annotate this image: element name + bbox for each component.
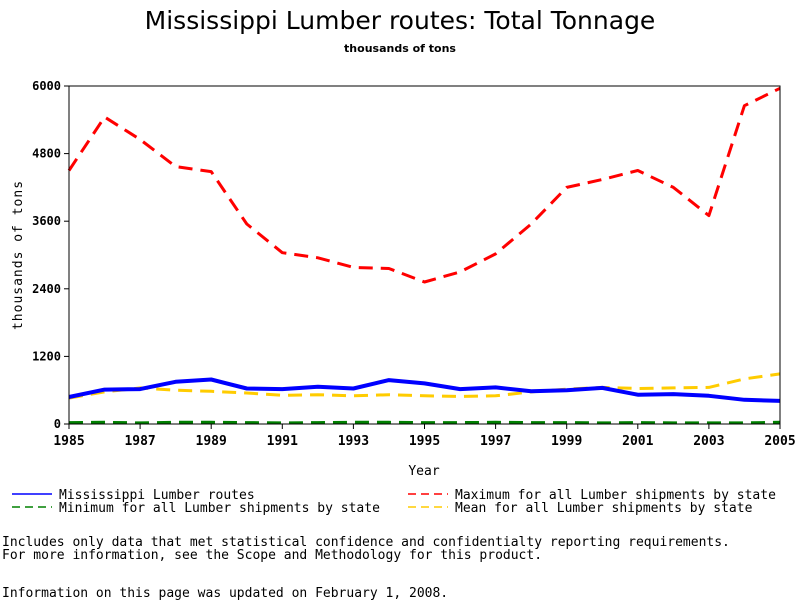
chart-title: Mississippi Lumber routes: Total Tonnage bbox=[144, 6, 656, 35]
legend-label-mean-for-all-lumber-shipments-by-state: Mean for all Lumber shipments by state bbox=[455, 501, 753, 516]
legend-label-maximum-for-all-lumber-shipments-by-state: Maximum for all Lumber shipments by stat… bbox=[455, 488, 776, 503]
legend: Mississippi Lumber routes Maximum for all… bbox=[12, 488, 776, 516]
plot-series-group bbox=[67, 86, 781, 425]
series-line-mean-for-all-lumber-shipments-by-state bbox=[68, 372, 781, 400]
chart-subtitle: thousands of tons bbox=[344, 42, 456, 55]
series-line-maximum-for-all-lumber-shipments-by-state bbox=[67, 86, 781, 284]
y-tick-label-4800: 4800 bbox=[32, 147, 61, 161]
legend-label-minimum-for-all-lumber-shipments-by-state: Minimum for all Lumber shipments by stat… bbox=[59, 501, 380, 516]
x-tick-label-2001: 2001 bbox=[622, 434, 653, 449]
series-line-mississippi-lumber-routes bbox=[68, 377, 781, 403]
x-tick-label-1995: 1995 bbox=[409, 434, 440, 449]
x-tick-label-1991: 1991 bbox=[267, 434, 298, 449]
series-line-minimum-for-all-lumber-shipments-by-state bbox=[68, 420, 781, 425]
y-axis-title: thousands of tons bbox=[11, 180, 26, 330]
x-tick-label-1989: 1989 bbox=[196, 434, 227, 449]
y-tick-label-0: 0 bbox=[54, 417, 61, 431]
x-tick-label-1993: 1993 bbox=[338, 434, 369, 449]
x-tick-label-2005: 2005 bbox=[764, 434, 795, 449]
y-tick-label-2400: 2400 bbox=[32, 282, 61, 296]
x-tick-label-1985: 1985 bbox=[53, 434, 84, 449]
x-tick-label-1999: 1999 bbox=[551, 434, 582, 449]
note-updated: Information on this page was updated on … bbox=[2, 586, 449, 601]
x-tick-label-2003: 2003 bbox=[693, 434, 724, 449]
note-methodology: For more information, see the Scope and … bbox=[2, 548, 543, 563]
legend-label-mississippi-lumber-routes: Mississippi Lumber routes bbox=[59, 488, 255, 503]
x-tick-label-1987: 1987 bbox=[124, 434, 155, 449]
note-confidence: Includes only data that met statistical … bbox=[2, 535, 730, 550]
plot-frame bbox=[68, 85, 781, 425]
y-tick-label-3600: 3600 bbox=[32, 214, 61, 228]
y-tick-label-6000: 6000 bbox=[32, 79, 61, 93]
y-tick-label-1200: 1200 bbox=[32, 349, 61, 363]
x-tick-label-1997: 1997 bbox=[480, 434, 511, 449]
x-axis-title: Year bbox=[408, 464, 439, 479]
axis-ticks-group: 1985 1987 1989 1991 1993 1995 1997 1999 2001 2003… bbox=[32, 79, 796, 449]
